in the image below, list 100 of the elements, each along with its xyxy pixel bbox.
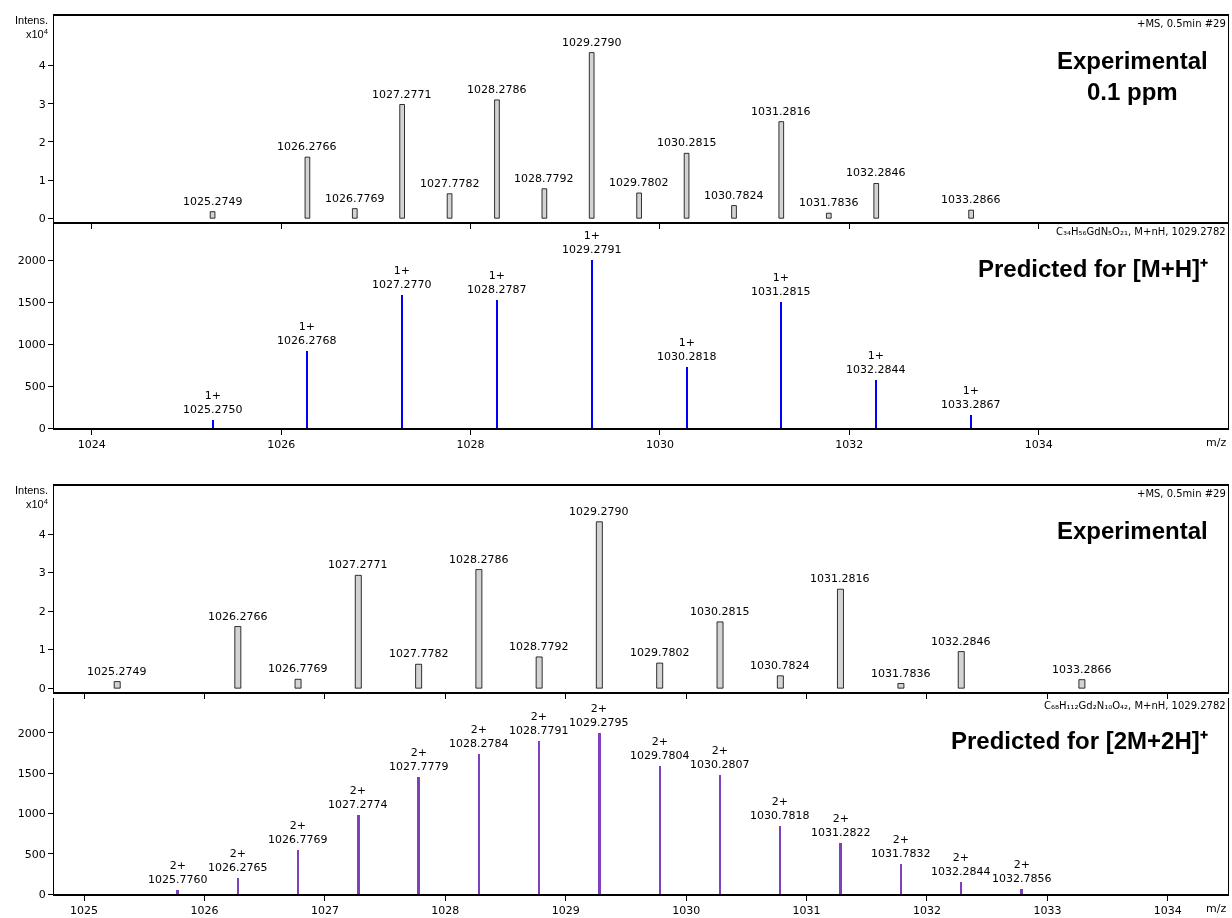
annotation: 1+ 1026.2768 <box>277 320 337 348</box>
x-tick-label: 1025 <box>70 904 99 918</box>
annotation: 1+ 1025.2750 <box>183 389 243 417</box>
bar <box>113 681 121 689</box>
annotation: 1030.7824 <box>704 189 764 202</box>
bar <box>636 192 642 219</box>
annotation: 1026.7769 <box>268 662 328 675</box>
bar <box>656 662 664 689</box>
y-tick-label: 3 <box>38 566 46 580</box>
bar <box>304 156 311 219</box>
bar <box>494 99 500 219</box>
bar <box>683 152 690 219</box>
annotation: 1+ 1027.2770 <box>372 264 432 292</box>
x-tick-label: 1027 <box>310 904 339 918</box>
text: Experimental <box>1057 517 1208 544</box>
x-tick-label: 1030 <box>645 438 674 452</box>
annotation: 1030.2815 <box>690 605 750 618</box>
y-tick-label: 1500 <box>17 295 46 309</box>
annotation: 2+ 1031.7832 <box>871 833 931 861</box>
annotation: 1025.2749 <box>183 195 243 208</box>
y-axis-title: Intens. x10$^{4}$ <box>15 484 49 511</box>
text: Predicted for [M+H]⁺ <box>978 255 1209 282</box>
annotation: 1026.2766 <box>277 140 337 153</box>
annotation: 1029.2790 <box>562 36 622 49</box>
x-tick-label: 1024 <box>77 438 106 452</box>
annotation: +MS, 0.5min #29 <box>1137 488 1226 499</box>
annotation: 1+ 1029.2791 <box>562 229 622 257</box>
annotation: 1+ 1033.2867 <box>941 384 1001 412</box>
x-tick-label: 1026 <box>267 438 296 452</box>
bar <box>716 621 724 689</box>
bar <box>234 626 242 689</box>
bar <box>475 569 483 689</box>
bar <box>352 208 358 219</box>
y-tick-label: 2000 <box>17 726 46 740</box>
bar <box>294 678 302 689</box>
annotation: 2+ 1026.2765 <box>208 847 268 875</box>
text: Predicted for [2M+2H]⁺ <box>951 727 1208 754</box>
x-tick-label: 1032 <box>912 904 941 918</box>
annotation: 2+ 1026.7769 <box>268 819 328 847</box>
bar <box>897 683 905 689</box>
annotation: 1032.2846 <box>846 166 906 179</box>
bar <box>541 188 548 219</box>
annotation: 1027.7782 <box>389 647 449 660</box>
annotation: 1028.7792 <box>509 640 569 653</box>
annotation: 2+ 1028.2784 <box>449 723 509 751</box>
x-tick-label: 1033 <box>1033 904 1062 918</box>
y-tick-label: 0 <box>38 682 46 695</box>
y-axis-title: Intens. x10$^{4}$ <box>15 14 49 41</box>
annotation: 2+ 1029.7804 <box>630 735 690 763</box>
annotation: 1031.2816 <box>751 105 811 118</box>
x-tick-label: 1029 <box>551 904 580 918</box>
x-tick-label: 1030 <box>672 904 701 918</box>
bar <box>595 521 603 689</box>
y-tick-label: 1000 <box>17 807 46 821</box>
annotation: 1+ 1028.2787 <box>467 269 527 297</box>
annotation: 1030.2815 <box>657 136 717 149</box>
bar <box>446 193 453 219</box>
y-tick-label: 1 <box>38 643 46 657</box>
bar <box>957 651 965 689</box>
annotation: 1033.2866 <box>941 193 1001 206</box>
y-tick-label: 2 <box>38 604 46 618</box>
annotation: 1+ 1031.2815 <box>751 271 811 299</box>
annotation: 1025.2749 <box>87 665 147 678</box>
y-tick-label: 4 <box>38 59 46 73</box>
annotation: 1026.2766 <box>208 610 268 623</box>
annotation: 2+ 1032.7856 <box>992 858 1052 886</box>
annotation: 1031.7836 <box>871 667 931 680</box>
annotation: 1028.2786 <box>467 83 527 96</box>
annotation: 1027.2771 <box>372 88 432 101</box>
bar <box>731 205 737 219</box>
annotation: 1032.2846 <box>931 635 991 648</box>
annotation: 2+ 1030.7818 <box>750 795 810 823</box>
annotation: 2+ 1031.2822 <box>811 812 871 840</box>
x-axis-title: m/z <box>1206 902 1227 915</box>
annotation: 1026.7769 <box>325 192 385 205</box>
y-tick-label: 3 <box>38 97 46 111</box>
y-tick-label: 500 <box>24 379 46 393</box>
y-tick-label: 1000 <box>17 337 46 351</box>
y-tick-label: 0 <box>38 887 46 901</box>
bar <box>968 209 974 219</box>
x-tick-label: 1031 <box>792 904 821 918</box>
annotation: +MS, 0.5min #29 <box>1137 18 1226 29</box>
x-tick-label: 1028 <box>456 438 485 452</box>
bar <box>873 183 879 219</box>
y-tick-label: 4 <box>38 527 46 541</box>
bar <box>588 52 595 219</box>
y-tick-label: 2000 <box>17 253 46 267</box>
annotation: 2+ 1027.7779 <box>389 746 449 774</box>
annotation: 1028.2786 <box>449 553 509 566</box>
annotation: 1027.7782 <box>420 177 480 190</box>
bar <box>1078 679 1086 689</box>
annotation: 1030.7824 <box>750 659 810 672</box>
bar <box>176 889 179 894</box>
bar <box>778 121 785 219</box>
annotation: 1+ 1030.2818 <box>657 336 717 364</box>
annotation: 1029.2790 <box>569 505 629 518</box>
x-tick-label: 1034 <box>1024 438 1053 452</box>
y-tick-label: 1 <box>38 173 46 187</box>
annotation: 2+ 1032.2844 <box>931 851 991 879</box>
annotation: 2+ 1030.2807 <box>690 744 750 772</box>
